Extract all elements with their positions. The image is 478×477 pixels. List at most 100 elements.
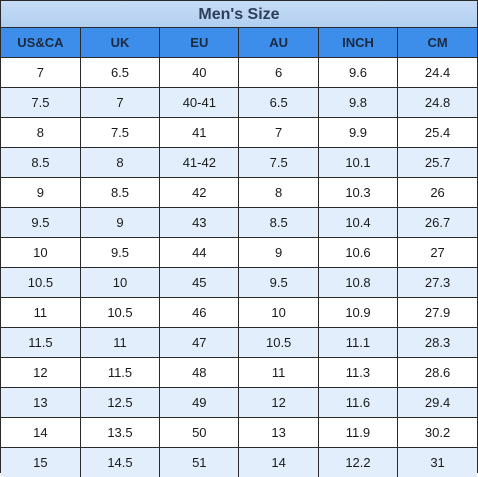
table-cell: 11.5 bbox=[1, 328, 80, 358]
table-cell: 10.5 bbox=[239, 328, 318, 358]
chart-title: Men's Size bbox=[1, 1, 477, 28]
table-cell: 6.5 bbox=[239, 88, 318, 118]
table-cell: 8 bbox=[1, 118, 80, 148]
table-cell: 12 bbox=[1, 358, 80, 388]
table-cell: 41 bbox=[160, 118, 239, 148]
table-cell: 47 bbox=[160, 328, 239, 358]
table-cell: 13 bbox=[239, 418, 318, 448]
table-cell: 8.5 bbox=[239, 208, 318, 238]
table-cell: 13 bbox=[1, 388, 80, 418]
column-header: AU bbox=[239, 28, 318, 58]
table-cell: 10.5 bbox=[80, 298, 159, 328]
table-cell: 10.3 bbox=[318, 178, 397, 208]
table-cell: 13.5 bbox=[80, 418, 159, 448]
table-cell: 9.5 bbox=[239, 268, 318, 298]
table-cell: 25.7 bbox=[398, 148, 477, 178]
table-cell: 8.5 bbox=[1, 148, 80, 178]
table-cell: 9 bbox=[1, 178, 80, 208]
table-cell: 27.3 bbox=[398, 268, 477, 298]
table-cell: 8.5 bbox=[80, 178, 159, 208]
table-cell: 30.2 bbox=[398, 418, 477, 448]
table-cell: 26.7 bbox=[398, 208, 477, 238]
table-cell: 6.5 bbox=[80, 58, 159, 88]
table-cell: 7 bbox=[239, 118, 318, 148]
table-cell: 40-41 bbox=[160, 88, 239, 118]
table-cell: 48 bbox=[160, 358, 239, 388]
table-cell: 14 bbox=[1, 418, 80, 448]
table-cell: 42 bbox=[160, 178, 239, 208]
table-cell: 7.5 bbox=[1, 88, 80, 118]
table-cell: 29.4 bbox=[398, 388, 477, 418]
table-cell: 11.5 bbox=[80, 358, 159, 388]
column-header: UK bbox=[80, 28, 159, 58]
table-cell: 25.4 bbox=[398, 118, 477, 148]
table-cell: 10 bbox=[239, 298, 318, 328]
table-cell: 27 bbox=[398, 238, 477, 268]
column-header: US&CA bbox=[1, 28, 80, 58]
table-cell: 12.5 bbox=[80, 388, 159, 418]
table-cell: 8 bbox=[239, 178, 318, 208]
table-cell: 9.8 bbox=[318, 88, 397, 118]
table-cell: 9.5 bbox=[80, 238, 159, 268]
table-cell: 49 bbox=[160, 388, 239, 418]
table-cell: 9.5 bbox=[1, 208, 80, 238]
table-cell: 45 bbox=[160, 268, 239, 298]
table-cell: 8 bbox=[80, 148, 159, 178]
table-cell: 9.9 bbox=[318, 118, 397, 148]
table-cell: 10.5 bbox=[1, 268, 80, 298]
column-header: CM bbox=[398, 28, 477, 58]
table-cell: 40 bbox=[160, 58, 239, 88]
table-cell: 10.4 bbox=[318, 208, 397, 238]
table-cell: 28.3 bbox=[398, 328, 477, 358]
table-cell: 26 bbox=[398, 178, 477, 208]
table-cell: 9 bbox=[239, 238, 318, 268]
table-cell: 11 bbox=[1, 298, 80, 328]
table-cell: 41-42 bbox=[160, 148, 239, 178]
table-cell: 7 bbox=[80, 88, 159, 118]
table-cell: 24.8 bbox=[398, 88, 477, 118]
table-cell: 24.4 bbox=[398, 58, 477, 88]
table-cell: 46 bbox=[160, 298, 239, 328]
table-cell: 28.6 bbox=[398, 358, 477, 388]
table-cell: 10.1 bbox=[318, 148, 397, 178]
table-cell: 7.5 bbox=[239, 148, 318, 178]
table-cell: 11 bbox=[80, 328, 159, 358]
table-cell: 9.6 bbox=[318, 58, 397, 88]
table-cell: 6 bbox=[239, 58, 318, 88]
column-header: EU bbox=[160, 28, 239, 58]
table-cell: 44 bbox=[160, 238, 239, 268]
table-cell: 50 bbox=[160, 418, 239, 448]
table-cell: 11.1 bbox=[318, 328, 397, 358]
table-cell: 10 bbox=[80, 268, 159, 298]
table-cell: 10 bbox=[1, 238, 80, 268]
table-cell: 7 bbox=[1, 58, 80, 88]
table-cell: 12 bbox=[239, 388, 318, 418]
table-cell: 11.9 bbox=[318, 418, 397, 448]
table-cell: 43 bbox=[160, 208, 239, 238]
table-cell: 10.8 bbox=[318, 268, 397, 298]
table-cell: 7.5 bbox=[80, 118, 159, 148]
column-header: INCH bbox=[318, 28, 397, 58]
table-cell: 9 bbox=[80, 208, 159, 238]
table-cell: 10.6 bbox=[318, 238, 397, 268]
table-cell: 10.9 bbox=[318, 298, 397, 328]
table-cell: 11.3 bbox=[318, 358, 397, 388]
table-cell: 11 bbox=[239, 358, 318, 388]
